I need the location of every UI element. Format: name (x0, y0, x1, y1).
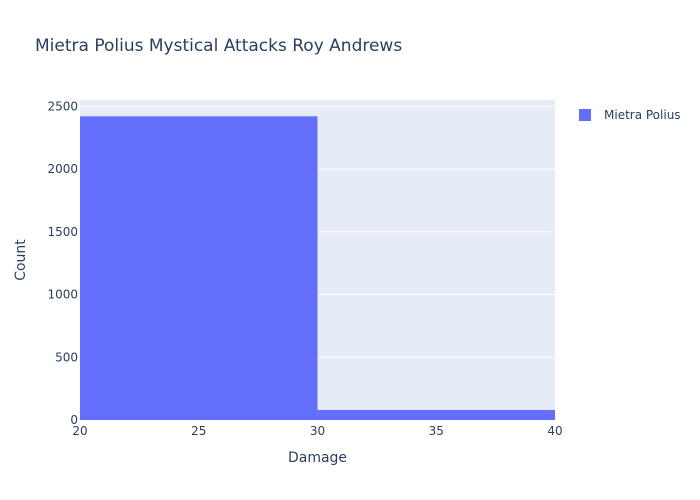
y-tick-label-1000: 1000 (47, 288, 78, 302)
y-tick-label-2000: 2000 (47, 162, 78, 176)
histogram-bar-0[interactable] (80, 116, 318, 421)
x-tick-label-20: 20 (72, 424, 87, 438)
y-tick-label-1500: 1500 (47, 225, 78, 239)
chart-title: Mietra Polius Mystical Attacks Roy Andre… (35, 36, 402, 56)
x-axis-ticks: 20 25 30 35 40 (72, 424, 562, 438)
y-axis-ticks: 0 500 1000 1500 2000 2500 (47, 99, 78, 427)
histogram-bar-1[interactable] (317, 409, 556, 420)
y-axis-label: Count (13, 239, 29, 281)
legend-label: Mietra Polius (604, 108, 681, 122)
x-tick-label-35: 35 (429, 424, 444, 438)
legend-swatch (579, 109, 591, 121)
y-tick-label-0: 0 (70, 413, 78, 427)
legend[interactable]: Mietra Polius (579, 108, 681, 122)
bars-layer (80, 116, 556, 421)
y-tick-label-500: 500 (55, 350, 78, 364)
x-tick-label-30: 30 (310, 424, 325, 438)
x-axis-label: Damage (288, 450, 347, 466)
x-tick-label-25: 25 (191, 424, 206, 438)
x-tick-label-40: 40 (547, 424, 562, 438)
y-tick-label-2500: 2500 (47, 99, 78, 113)
